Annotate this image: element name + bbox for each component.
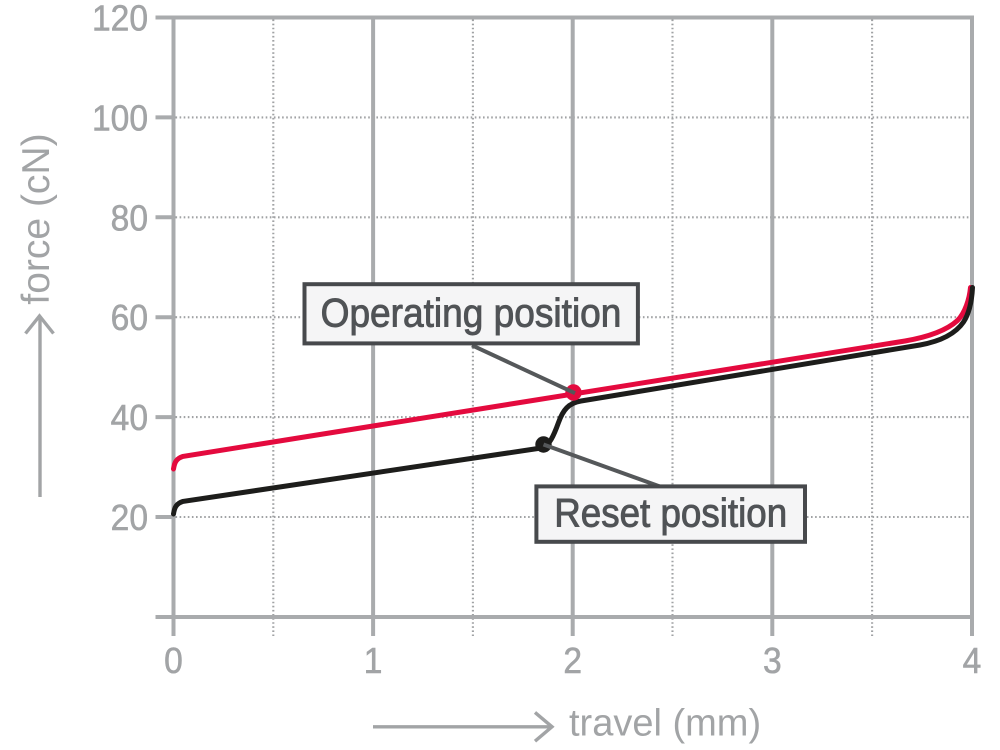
svg-text:3: 3 <box>763 641 782 682</box>
svg-text:0: 0 <box>164 641 183 682</box>
svg-text:Reset position: Reset position <box>554 491 787 536</box>
svg-text:100: 100 <box>92 98 148 139</box>
svg-text:Operating position: Operating position <box>321 291 622 336</box>
svg-text:20: 20 <box>111 498 148 539</box>
svg-text:force (cN): force (cN) <box>15 133 58 304</box>
svg-text:1: 1 <box>364 641 383 682</box>
svg-text:2: 2 <box>563 641 582 682</box>
svg-text:40: 40 <box>111 398 148 439</box>
svg-text:120: 120 <box>92 0 148 39</box>
svg-text:travel (mm): travel (mm) <box>569 703 761 745</box>
svg-text:60: 60 <box>111 298 148 339</box>
svg-text:4: 4 <box>963 641 982 682</box>
svg-text:80: 80 <box>111 198 148 239</box>
